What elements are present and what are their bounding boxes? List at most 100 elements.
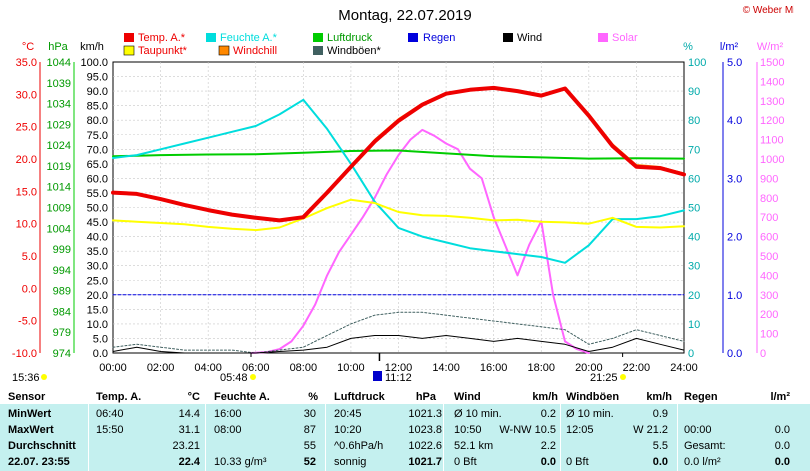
solar-tick-label: 600: [760, 232, 778, 244]
wind-tick-label: 80.0: [87, 115, 108, 127]
solar-tick-label: 200: [760, 309, 778, 321]
temp-tick-label: -5.0: [18, 316, 37, 328]
wind-tick-label: 35.0: [87, 246, 108, 258]
pressure-tick-label: 989: [53, 286, 71, 298]
rain-tick-label: 3.0: [727, 173, 742, 185]
solar-tick-label: 900: [760, 173, 778, 185]
summary-cell: 0 Bft: [454, 456, 477, 468]
summary-cell: 14.4: [178, 408, 200, 420]
wind-tick-label: 30.0: [87, 261, 108, 273]
x-tick-label: 02:00: [147, 362, 175, 374]
side-strip: [794, 0, 810, 386]
summary-cell: 10:50: [454, 424, 482, 436]
summary-cell: 1021.7: [408, 456, 442, 468]
sunset-label: 21:25: [590, 372, 618, 384]
summary-cell: 0.0 l/m²: [684, 456, 721, 468]
humidity-axis-unit: %: [683, 41, 693, 53]
wind-tick-label: 95.0: [87, 72, 108, 84]
summary-cell: 52: [303, 456, 316, 468]
pressure-tick-label: 1009: [47, 203, 71, 215]
humidity-tick-label: 0: [688, 348, 694, 360]
solar-tick-label: 400: [760, 270, 778, 282]
summary-header-cell: km/h: [646, 391, 672, 403]
series-line-temp-a: [111, 85, 686, 223]
summary-row-label: MaxWert: [8, 424, 54, 436]
legend-swatch-solar: [598, 33, 608, 42]
summary-cell: 87: [303, 424, 316, 436]
temp-tick-label: -10.0: [12, 348, 37, 360]
summary-header-cell: Regen: [684, 391, 718, 403]
summary-cell: ^0.6hPa/h: [334, 440, 384, 452]
rain-tick-label: 4.0: [727, 115, 742, 127]
pressure-tick-label: 1024: [47, 140, 71, 152]
summary-cell: 12:05: [566, 424, 594, 436]
legend-swatch-rain: [408, 33, 418, 42]
solar-tick-label: 1400: [760, 76, 784, 88]
series-line-wind: [112, 335, 685, 354]
summary-header-cell: l/m²: [770, 391, 790, 403]
humidity-tick-label: 70: [688, 144, 700, 156]
x-tick-label: 16:00: [480, 362, 508, 374]
summary-header-cell: °C: [187, 391, 200, 403]
legend-label-solar: Solar: [612, 32, 638, 44]
temp-tick-label: 0.0: [22, 283, 37, 295]
summary-separator: [205, 386, 206, 471]
x-tick-label: 18:00: [527, 362, 555, 374]
wind-tick-label: 0.0: [93, 348, 108, 360]
temp-tick-label: 20.0: [16, 154, 37, 166]
x-tick-label: 24:00: [670, 362, 698, 374]
wind-tick-label: 60.0: [87, 173, 108, 185]
wind-tick-label: 20.0: [87, 290, 108, 302]
summary-cell: sonnig: [334, 456, 367, 468]
humidity-tick-label: 10: [688, 319, 700, 331]
humidity-tick-label: 40: [688, 232, 700, 244]
summary-cell: 0.9: [652, 408, 668, 420]
summary-row-label: Durchschnitt: [8, 440, 76, 452]
pressure-tick-label: 1019: [47, 161, 71, 173]
solar-axis-unit: W/m²: [757, 41, 784, 53]
wind-tick-label: 85.0: [87, 101, 108, 113]
sunrise-prev-marker: [41, 374, 47, 380]
wind-tick-label: 15.0: [87, 304, 108, 316]
noon-marker: [373, 371, 382, 381]
summary-header-cell: Luftdruck: [334, 391, 385, 403]
legend-label-windchill: Windchill: [233, 45, 277, 57]
temp-tick-label: 15.0: [16, 186, 37, 198]
x-tick-label: 20:00: [575, 362, 603, 374]
rain-axis-unit: l/m²: [720, 41, 739, 53]
pressure-tick-label: 984: [53, 306, 71, 318]
summary-cell: 1022.6: [408, 440, 442, 452]
summary-cell: 1021.3: [408, 408, 442, 420]
summary-cell: 20:45: [334, 408, 362, 420]
wind-tick-label: 45.0: [87, 217, 108, 229]
summary-cell: 52.1 km: [454, 440, 494, 452]
solar-tick-label: 1500: [760, 57, 784, 69]
summary-cell: 0.0: [774, 456, 790, 468]
wind-axis-unit: km/h: [80, 41, 104, 53]
legend-swatch-dewpoint: [123, 45, 135, 56]
marks-group: [250, 353, 624, 361]
solar-tick-label: 500: [760, 251, 778, 263]
sunrise-prev-label: 15:36: [12, 372, 40, 384]
summary-cell: 10:20: [334, 424, 362, 436]
pressure-tick-label: 1014: [47, 182, 71, 194]
summary-cell: Ø 10 min.: [454, 408, 502, 420]
summary-separator: [325, 386, 326, 471]
x-tick-label: 10:00: [337, 362, 365, 374]
legend-label-pressure: Luftdruck: [327, 32, 373, 44]
series-line-windb-en: [112, 311, 685, 354]
summary-cell: 06:40: [96, 408, 124, 420]
summary-header-cell: %: [308, 391, 318, 403]
summary-cell: 22.4: [178, 456, 200, 468]
pressure-tick-label: 1004: [47, 223, 71, 235]
weather-chart: Montag, 22.07.2019 © Weber Mike Temp. A.…: [11, 0, 810, 386]
wind-tick-label: 25.0: [87, 275, 108, 287]
legend-swatch-temp: [124, 33, 134, 42]
sunrise-label: 05:48: [220, 372, 248, 384]
humidity-tick-label: 60: [688, 173, 700, 185]
x-tick-label: 14:00: [432, 362, 460, 374]
summary-cell: 2.2: [540, 440, 556, 452]
summary-cell: 10.33 g/m³: [214, 456, 267, 468]
summary-cell: 08:00: [214, 424, 242, 436]
wind-tick-label: 70.0: [87, 144, 108, 156]
